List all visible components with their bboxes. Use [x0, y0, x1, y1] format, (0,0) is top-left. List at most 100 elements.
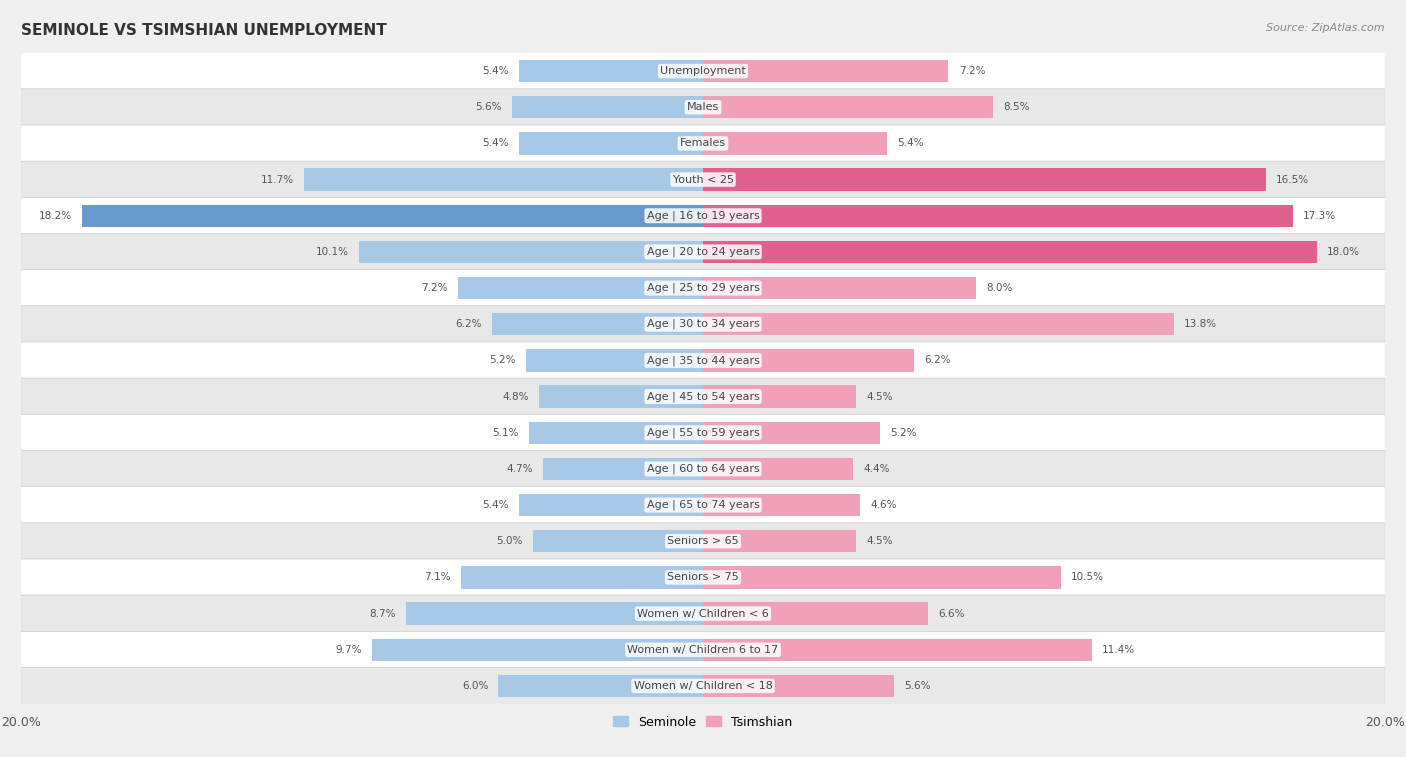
Bar [703, 349, 914, 372]
Bar [533, 530, 703, 553]
Bar [519, 60, 703, 83]
FancyBboxPatch shape [21, 523, 1385, 559]
Text: 5.2%: 5.2% [489, 356, 516, 366]
Bar [703, 674, 894, 697]
Text: 18.2%: 18.2% [39, 210, 72, 221]
FancyBboxPatch shape [21, 450, 1385, 488]
Text: 11.7%: 11.7% [260, 175, 294, 185]
Bar [519, 132, 703, 154]
Bar [543, 458, 703, 480]
Text: Age | 25 to 29 years: Age | 25 to 29 years [647, 283, 759, 293]
Bar [529, 422, 703, 444]
Text: 5.4%: 5.4% [482, 66, 509, 76]
Text: Males: Males [688, 102, 718, 112]
Text: Age | 16 to 19 years: Age | 16 to 19 years [647, 210, 759, 221]
FancyBboxPatch shape [21, 53, 1385, 89]
FancyBboxPatch shape [21, 595, 1385, 632]
Text: 7.2%: 7.2% [959, 66, 986, 76]
Bar [540, 385, 703, 408]
Text: 7.2%: 7.2% [420, 283, 447, 293]
Bar [457, 277, 703, 299]
Text: 13.8%: 13.8% [1184, 319, 1216, 329]
FancyBboxPatch shape [21, 306, 1385, 343]
Text: 10.1%: 10.1% [315, 247, 349, 257]
Text: 8.7%: 8.7% [370, 609, 396, 618]
Text: 5.4%: 5.4% [482, 500, 509, 510]
Bar [461, 566, 703, 589]
FancyBboxPatch shape [21, 668, 1385, 704]
Text: 5.1%: 5.1% [492, 428, 519, 438]
FancyBboxPatch shape [21, 631, 1385, 668]
Bar [703, 385, 856, 408]
Bar [373, 639, 703, 661]
Text: 8.5%: 8.5% [1002, 102, 1029, 112]
Text: Unemployment: Unemployment [661, 66, 745, 76]
Bar [703, 168, 1265, 191]
Text: 10.5%: 10.5% [1071, 572, 1104, 582]
Bar [703, 603, 928, 625]
Text: 5.4%: 5.4% [482, 139, 509, 148]
Text: 8.0%: 8.0% [986, 283, 1012, 293]
Bar [703, 96, 993, 118]
Bar [703, 530, 856, 553]
Text: 6.2%: 6.2% [456, 319, 481, 329]
Text: Youth < 25: Youth < 25 [672, 175, 734, 185]
Text: Age | 30 to 34 years: Age | 30 to 34 years [647, 319, 759, 329]
FancyBboxPatch shape [21, 125, 1385, 162]
Text: 5.4%: 5.4% [897, 139, 924, 148]
Bar [703, 422, 880, 444]
Text: 6.0%: 6.0% [461, 681, 488, 691]
Text: Age | 20 to 24 years: Age | 20 to 24 years [647, 247, 759, 257]
Text: Women w/ Children < 6: Women w/ Children < 6 [637, 609, 769, 618]
Text: Females: Females [681, 139, 725, 148]
Text: Seniors > 75: Seniors > 75 [666, 572, 740, 582]
Text: 5.6%: 5.6% [475, 102, 502, 112]
Text: 7.1%: 7.1% [425, 572, 451, 582]
FancyBboxPatch shape [21, 269, 1385, 307]
Text: Source: ZipAtlas.com: Source: ZipAtlas.com [1267, 23, 1385, 33]
Bar [406, 603, 703, 625]
Text: 4.5%: 4.5% [866, 536, 893, 547]
Text: 6.2%: 6.2% [925, 356, 950, 366]
Text: Age | 35 to 44 years: Age | 35 to 44 years [647, 355, 759, 366]
Bar [703, 204, 1294, 227]
Text: Age | 65 to 74 years: Age | 65 to 74 years [647, 500, 759, 510]
FancyBboxPatch shape [21, 161, 1385, 198]
Text: 4.5%: 4.5% [866, 391, 893, 401]
Text: 6.6%: 6.6% [938, 609, 965, 618]
Bar [519, 494, 703, 516]
Legend: Seminole, Tsimshian: Seminole, Tsimshian [609, 711, 797, 734]
Bar [703, 494, 860, 516]
Text: Women w/ Children < 18: Women w/ Children < 18 [634, 681, 772, 691]
FancyBboxPatch shape [21, 487, 1385, 524]
Bar [703, 458, 853, 480]
FancyBboxPatch shape [21, 559, 1385, 596]
Text: 5.0%: 5.0% [496, 536, 522, 547]
FancyBboxPatch shape [21, 233, 1385, 270]
Text: 17.3%: 17.3% [1303, 210, 1336, 221]
Bar [359, 241, 703, 263]
Bar [703, 60, 949, 83]
Bar [492, 313, 703, 335]
Bar [304, 168, 703, 191]
Bar [499, 674, 703, 697]
Text: Age | 60 to 64 years: Age | 60 to 64 years [647, 464, 759, 474]
Text: 4.4%: 4.4% [863, 464, 890, 474]
Bar [512, 96, 703, 118]
Text: Seniors > 65: Seniors > 65 [668, 536, 738, 547]
Bar [703, 241, 1317, 263]
Text: Age | 45 to 54 years: Age | 45 to 54 years [647, 391, 759, 402]
Text: 16.5%: 16.5% [1275, 175, 1309, 185]
FancyBboxPatch shape [21, 198, 1385, 234]
FancyBboxPatch shape [21, 378, 1385, 415]
Text: Age | 55 to 59 years: Age | 55 to 59 years [647, 428, 759, 438]
Text: SEMINOLE VS TSIMSHIAN UNEMPLOYMENT: SEMINOLE VS TSIMSHIAN UNEMPLOYMENT [21, 23, 387, 38]
Bar [526, 349, 703, 372]
Bar [703, 639, 1091, 661]
Text: Women w/ Children 6 to 17: Women w/ Children 6 to 17 [627, 645, 779, 655]
FancyBboxPatch shape [21, 342, 1385, 378]
FancyBboxPatch shape [21, 89, 1385, 126]
Text: 4.6%: 4.6% [870, 500, 897, 510]
Text: 9.7%: 9.7% [336, 645, 363, 655]
Text: 18.0%: 18.0% [1327, 247, 1360, 257]
